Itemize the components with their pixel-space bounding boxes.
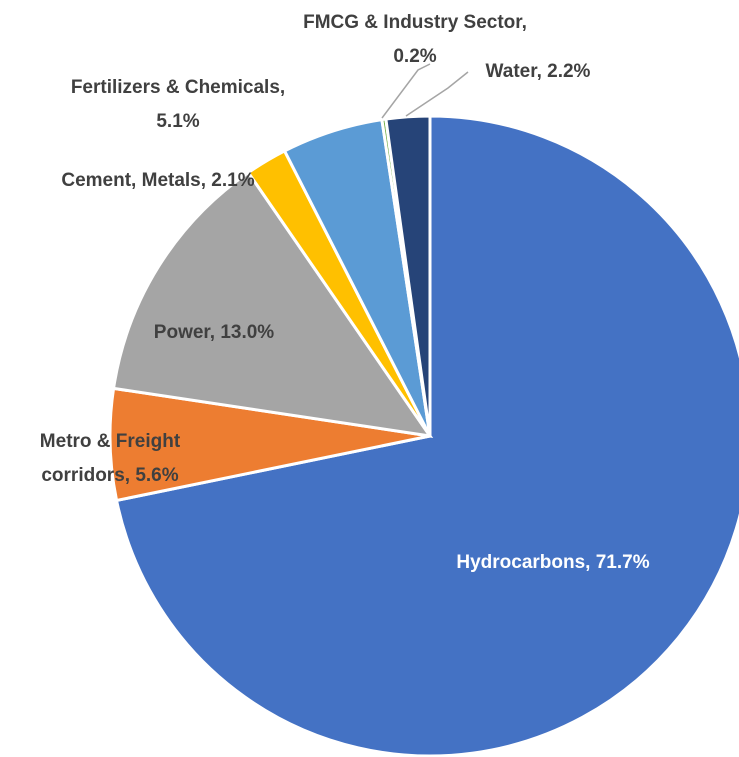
- data-label-line: Fertilizers & Chemicals,: [71, 77, 285, 98]
- data-label-line: corridors, 5.6%: [41, 465, 178, 486]
- data-label: Fertilizers & Chemicals, 5.1%: [71, 77, 285, 132]
- pie-slice: [114, 114, 739, 757]
- data-label-line: Hydrocarbons, 71.7%: [456, 552, 649, 573]
- data-label: Hydrocarbons, 71.7%: [456, 552, 649, 573]
- slices: [108, 114, 739, 757]
- data-label: FMCG & Industry Sector, 0.2%: [303, 12, 527, 67]
- data-label-line: Power, 13.0%: [154, 322, 275, 343]
- pie-slice: [111, 170, 434, 438]
- data-label: Power, 13.0%: [154, 322, 275, 343]
- data-label-line: Metro & Freight: [40, 431, 181, 452]
- data-label-line: 0.2%: [393, 46, 436, 67]
- leader-line: [405, 71, 469, 117]
- leader-line: [381, 63, 431, 119]
- data-label-line: FMCG & Industry Sector,: [303, 12, 527, 33]
- data-label: Water, 2.2%: [486, 61, 591, 82]
- pie-slice: [384, 114, 432, 437]
- data-label-line: 5.1%: [156, 111, 199, 132]
- data-label: Metro & Freight corridors, 5.6%: [40, 431, 181, 486]
- data-label-line: Water, 2.2%: [486, 61, 591, 82]
- data-label-line: Cement, Metals, 2.1%: [61, 170, 254, 191]
- data-label: Cement, Metals, 2.1%: [61, 170, 254, 191]
